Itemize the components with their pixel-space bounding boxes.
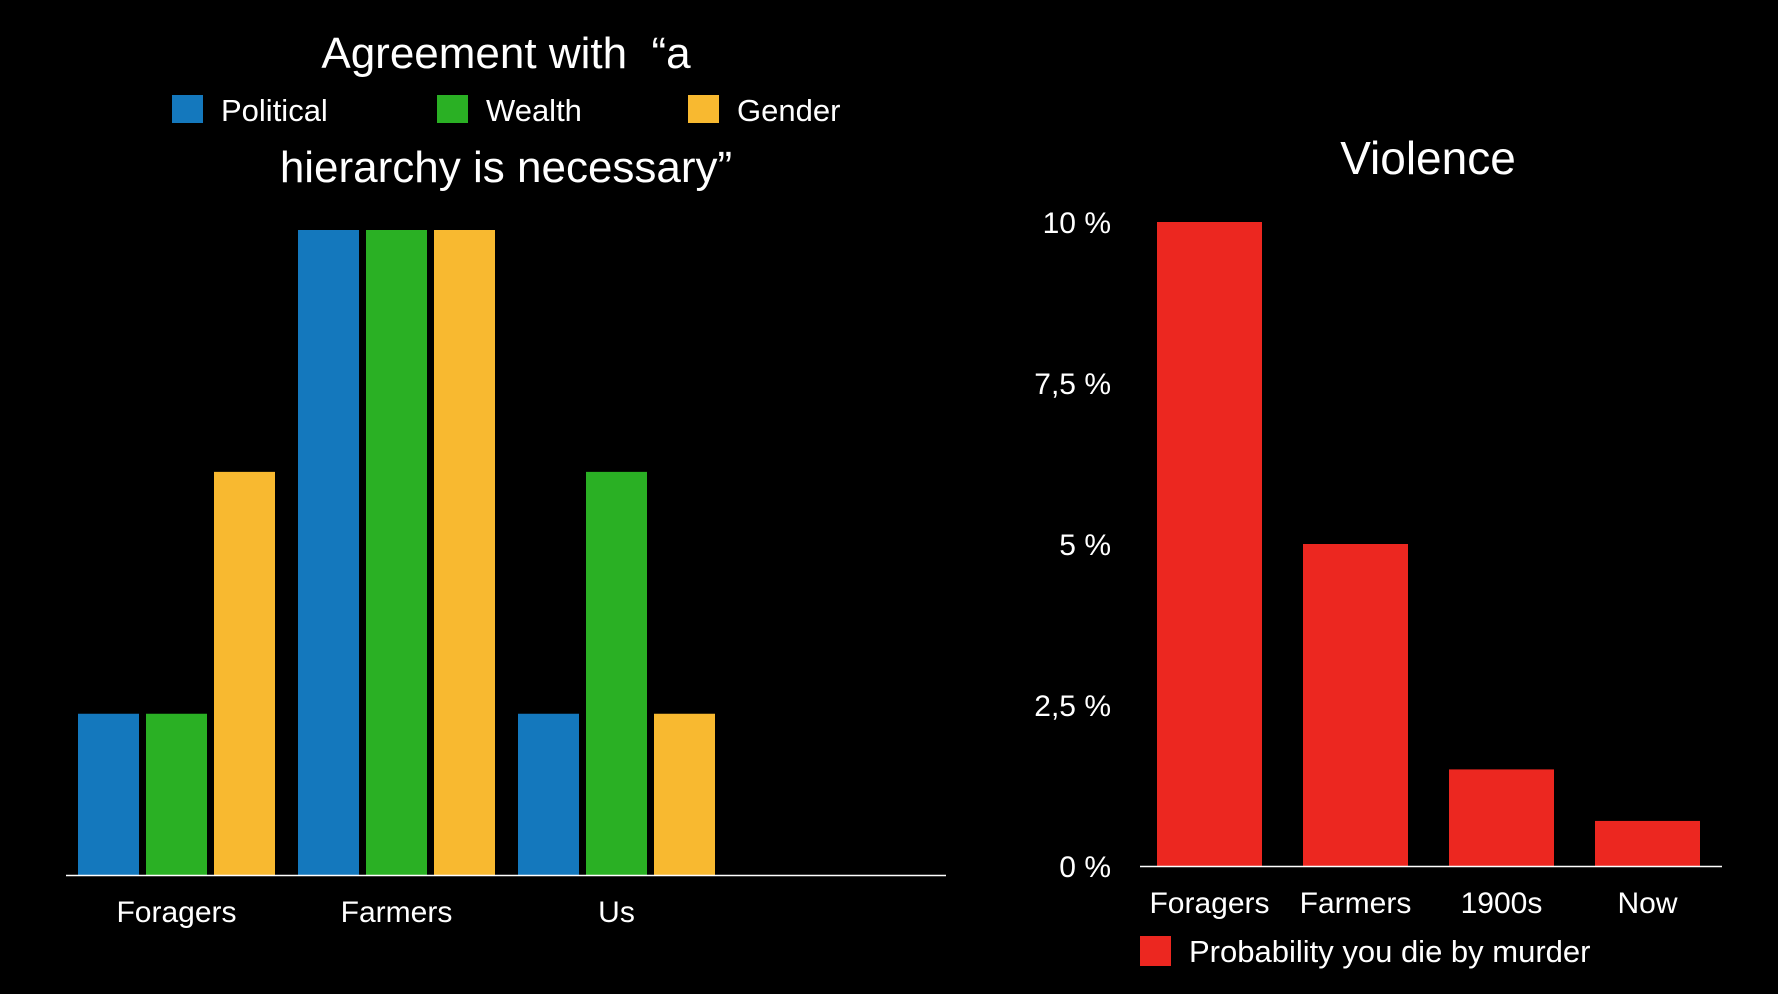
legend-swatch-murder xyxy=(1140,936,1171,966)
left-bars xyxy=(78,230,715,875)
right-chart-title: Violence xyxy=(1340,132,1516,184)
y-tick-label-5: 5 % xyxy=(1059,529,1111,562)
legend-swatch-political xyxy=(172,95,203,123)
left-chart-title-line1: Agreement with “a xyxy=(321,29,691,78)
y-tick-label-7-5: 7,5 % xyxy=(1034,368,1111,401)
legend-label-political: Political xyxy=(221,93,328,128)
x-tick-label-now: Now xyxy=(1617,887,1677,920)
legend-label-wealth: Wealth xyxy=(486,93,582,128)
x-tick-label-1900s: 1900s xyxy=(1461,887,1543,920)
bar-farmers-political xyxy=(298,230,359,875)
x-tick-label-farmers: Farmers xyxy=(1300,887,1412,920)
bar-foragers-political xyxy=(78,713,139,875)
bar-us-wealth xyxy=(586,471,647,875)
legend-swatch-wealth xyxy=(437,95,468,123)
legend-swatch-gender xyxy=(688,95,719,123)
legend-label-murder: Probability you die by murder xyxy=(1189,934,1590,969)
right-bars xyxy=(1157,222,1700,866)
left-legend: Political Wealth Gender xyxy=(172,93,840,128)
y-tick-label-10: 10 % xyxy=(1043,207,1111,240)
x-tick-label-farmers: Farmers xyxy=(341,896,453,929)
bar-farmers-gender xyxy=(434,230,495,875)
bar-foragers xyxy=(1157,222,1262,866)
right-legend: Probability you die by murder xyxy=(1140,934,1590,969)
x-tick-label-us: Us xyxy=(598,896,635,929)
bar-foragers-gender xyxy=(214,471,275,875)
bar-farmers-wealth xyxy=(366,230,427,875)
bar-foragers-wealth xyxy=(146,713,207,875)
bar-1900s xyxy=(1449,769,1554,866)
bar-farmers xyxy=(1303,544,1408,866)
x-tick-label-foragers: Foragers xyxy=(1149,887,1269,920)
bar-us-political xyxy=(518,713,579,875)
right-y-tick-labels: 0 % 2,5 % 5 % 7,5 % 10 % xyxy=(1034,207,1111,884)
right-x-tick-labels: Foragers Farmers 1900s Now xyxy=(1149,887,1677,920)
bar-now xyxy=(1595,820,1700,866)
y-tick-label-0: 0 % xyxy=(1059,851,1111,884)
bar-us-gender xyxy=(654,713,715,875)
y-tick-label-2-5: 2,5 % xyxy=(1034,690,1111,723)
left-x-tick-labels: Foragers Farmers Us xyxy=(116,896,634,929)
left-chart-title-line2: hierarchy is necessary” xyxy=(280,143,732,192)
legend-label-gender: Gender xyxy=(737,93,840,128)
x-tick-label-foragers: Foragers xyxy=(116,896,236,929)
